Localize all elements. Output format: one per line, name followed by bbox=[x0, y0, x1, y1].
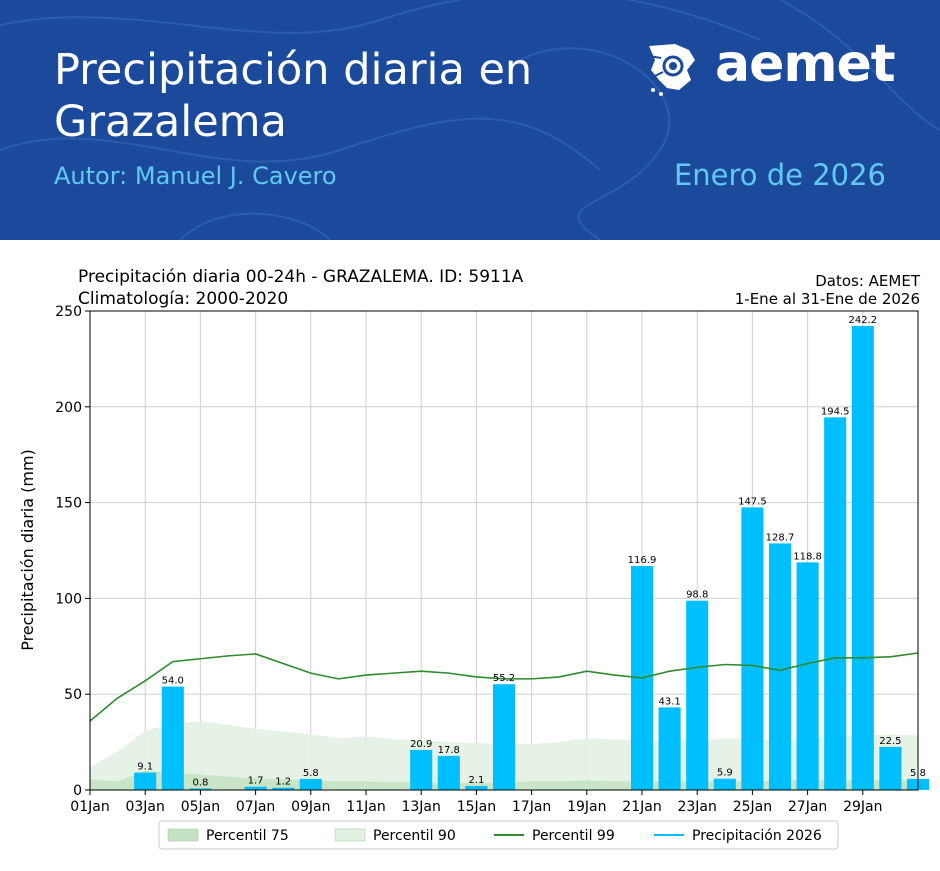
x-tick-label: 27Jan bbox=[788, 799, 827, 815]
legend-label-4: Precipitación 2026 bbox=[692, 828, 822, 844]
precip-bar-day-24 bbox=[713, 778, 736, 790]
page-title: Precipitación diaria en Grazalema bbox=[54, 44, 614, 148]
precip-bar-day-14 bbox=[437, 755, 460, 790]
precip-bar-day-25 bbox=[741, 507, 764, 790]
precip-bar-day-26 bbox=[768, 543, 792, 790]
bar-label-day-9: 5.8 bbox=[303, 768, 319, 779]
bar-label-day-15: 2.1 bbox=[468, 775, 484, 786]
legend-swatch-2 bbox=[334, 828, 366, 842]
precip-bar-day-22 bbox=[658, 707, 681, 790]
bar-label-day-4: 54.0 bbox=[162, 676, 184, 687]
x-tick-label: 19Jan bbox=[567, 799, 606, 815]
precip-bar-day-4 bbox=[161, 686, 184, 790]
legend-swatch-1 bbox=[167, 828, 199, 842]
bar-label-day-3: 9.1 bbox=[137, 762, 153, 773]
precip-bar-day-27 bbox=[796, 562, 819, 790]
percentile-75-area bbox=[90, 770, 918, 790]
y-axis-label: Precipitación diaria (mm) bbox=[18, 449, 37, 651]
x-tick-label: 29Jan bbox=[843, 799, 882, 815]
bar-label-day-7: 1.7 bbox=[248, 776, 264, 787]
bar-label-day-21: 116.9 bbox=[628, 555, 657, 566]
x-tick-label: 25Jan bbox=[733, 799, 772, 815]
legend-label-3: Percentil 99 bbox=[532, 828, 615, 844]
chart-panel: 9.1 54.0 0.8 1.7 1.2 5.8 20.9 17.8 2.1 55.2 116.9 4… bbox=[0, 240, 940, 871]
precip-bar-day-3 bbox=[134, 772, 157, 790]
precip-bar-day-23 bbox=[686, 600, 709, 790]
percentile-99-line-group bbox=[89, 652, 919, 722]
precip-bar-day-29 bbox=[851, 325, 874, 790]
precip-bar-day-15 bbox=[465, 785, 488, 790]
header-banner: Precipitación diaria en Grazalema Autor:… bbox=[0, 0, 940, 240]
precip-bar-day-28 bbox=[824, 417, 847, 790]
bar-label-day-26: 128.7 bbox=[766, 532, 795, 543]
precip-bar-day-13 bbox=[410, 749, 433, 790]
precip-bar-day-30 bbox=[879, 746, 902, 790]
precipitation-bars bbox=[134, 325, 930, 790]
bar-label-day-29: 242.2 bbox=[848, 315, 877, 326]
bar-label-day-22: 43.1 bbox=[658, 696, 680, 707]
chart-title-left-1: Precipitación diaria 00-24h - GRAZALEMA.… bbox=[78, 267, 524, 287]
precip-bar-day-16 bbox=[492, 684, 516, 790]
x-tick-label: 03Jan bbox=[125, 799, 164, 815]
axis-ticks: 0 50 100 150 200 250 01Jan 03Jan 05Jan 07Jan 09Jan… bbox=[55, 304, 882, 815]
title-line-2: Grazalema bbox=[54, 97, 287, 147]
legend-label-1: Percentil 75 bbox=[206, 828, 289, 844]
bar-label-day-28: 194.5 bbox=[821, 406, 850, 417]
bar-label-day-25: 147.5 bbox=[738, 496, 767, 507]
chart-title-left-2: Climatología: 2000-2020 bbox=[78, 289, 288, 309]
x-tick-label: 01Jan bbox=[70, 799, 109, 815]
chart-title-right-2: 1-Ene al 31-Ene de 2026 bbox=[735, 290, 920, 308]
bar-label-day-24: 5.9 bbox=[717, 768, 733, 779]
legend-label-2: Percentil 90 bbox=[373, 828, 456, 844]
period-label: Enero de 2026 bbox=[673, 158, 886, 192]
bar-label-day-30: 22.5 bbox=[879, 736, 901, 747]
y-tick-label: 250 bbox=[55, 304, 82, 320]
x-tick-label: 07Jan bbox=[236, 799, 275, 815]
y-tick-label: 200 bbox=[55, 400, 82, 416]
precip-bar-day-7 bbox=[244, 786, 267, 790]
percentile-99-line bbox=[89, 652, 919, 722]
bar-label-day-23: 98.8 bbox=[686, 590, 708, 601]
x-tick-label: 11Jan bbox=[346, 799, 385, 815]
bar-value-labels: 9.1 54.0 0.8 1.7 1.2 5.8 20.9 17.8 2.1 55.2 116.9 4… bbox=[137, 315, 926, 789]
bar-label-day-16: 55.2 bbox=[493, 673, 515, 684]
brand-name: aemet bbox=[715, 34, 896, 94]
x-tick-label: 05Jan bbox=[181, 799, 220, 815]
x-tick-label: 15Jan bbox=[457, 799, 496, 815]
chart-title-right-1: Datos: AEMET bbox=[815, 272, 921, 290]
x-tick-label: 23Jan bbox=[677, 799, 716, 815]
y-tick-label: 0 bbox=[73, 783, 82, 799]
brand-logo: aemet bbox=[645, 34, 896, 100]
chart-legend: Percentil 75 Percentil 90 Percentil 99 Prec… bbox=[158, 820, 839, 850]
y-tick-label: 150 bbox=[55, 496, 82, 512]
x-tick-label: 17Jan bbox=[512, 799, 551, 815]
bar-label-day-27: 118.8 bbox=[793, 551, 822, 562]
y-tick-label: 50 bbox=[64, 687, 82, 703]
precip-bar-day-9 bbox=[299, 778, 322, 790]
y-tick-label: 100 bbox=[55, 591, 82, 607]
precipitation-chart: 9.1 54.0 0.8 1.7 1.2 5.8 20.9 17.8 2.1 55.2 116.9 4… bbox=[18, 267, 930, 850]
bar-label-day-5: 0.8 bbox=[192, 777, 208, 788]
x-tick-label: 09Jan bbox=[291, 799, 330, 815]
background-swirl-decoration bbox=[0, 0, 940, 240]
plot-frame bbox=[89, 310, 919, 791]
x-tick-label: 21Jan bbox=[622, 799, 661, 815]
bar-label-day-13: 20.9 bbox=[410, 739, 432, 750]
x-tick-label: 13Jan bbox=[401, 799, 440, 815]
author-label: Autor: Manuel J. Cavero bbox=[54, 162, 337, 190]
precip-bar-day-8 bbox=[272, 787, 295, 790]
bar-label-day-14: 17.8 bbox=[438, 745, 460, 756]
bar-label-day-8: 1.2 bbox=[275, 777, 291, 788]
title-line-1: Precipitación diaria en bbox=[54, 45, 533, 95]
precip-bar-day-5 bbox=[189, 788, 212, 790]
aemet-logo-icon bbox=[648, 44, 695, 96]
